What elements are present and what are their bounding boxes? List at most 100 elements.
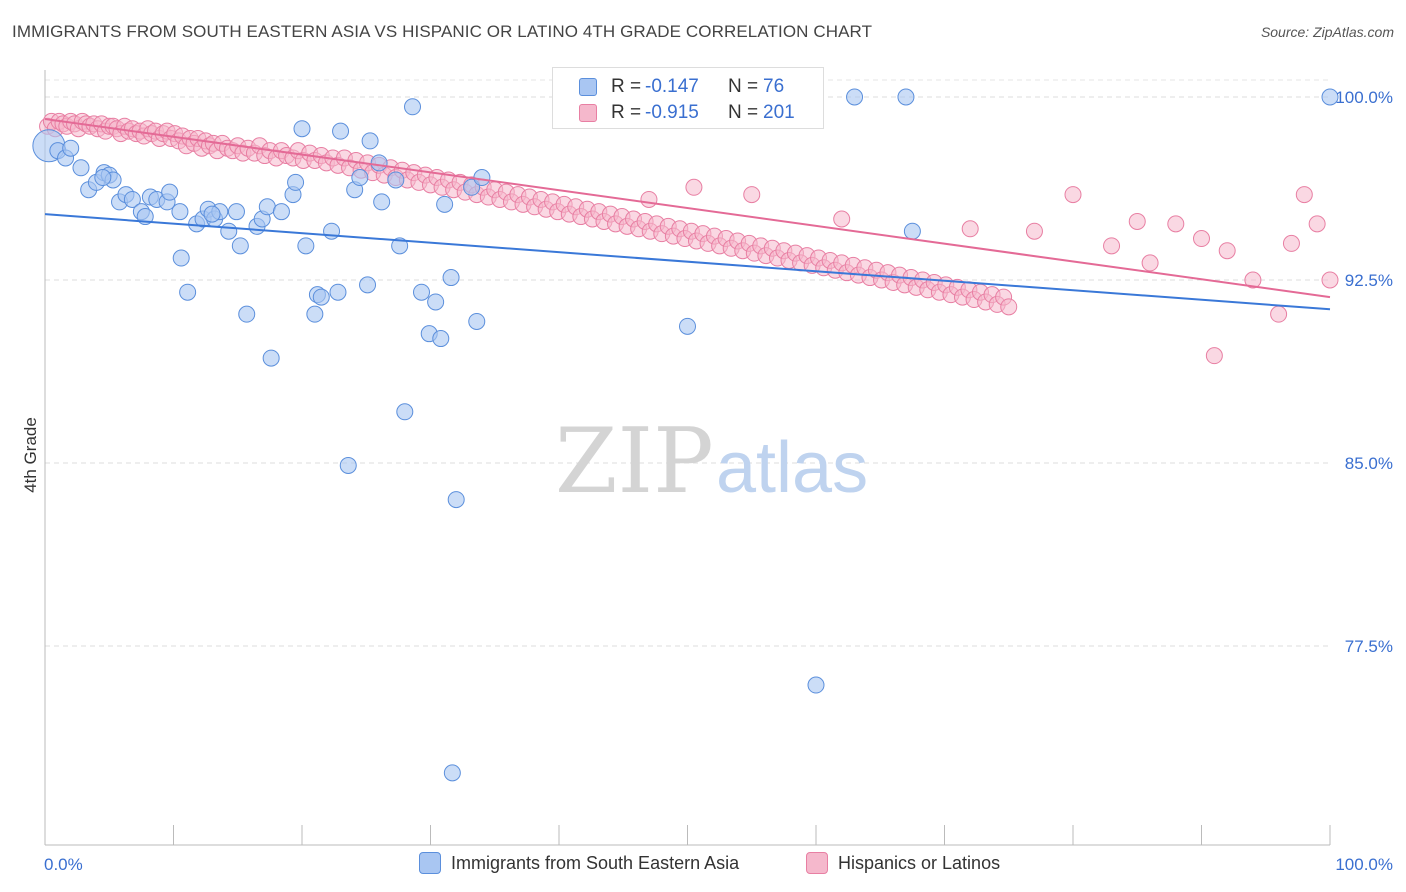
data-point-sea xyxy=(238,305,256,323)
data-point-sea xyxy=(332,122,350,140)
n-label: N = xyxy=(728,76,759,97)
data-point-sea xyxy=(846,88,864,106)
data-point-hispanic xyxy=(1000,298,1018,316)
data-point-sea xyxy=(391,237,409,255)
data-point-hispanic xyxy=(1205,347,1223,365)
data-point-hispanic xyxy=(640,190,658,208)
trend-line-hispanic xyxy=(44,117,1331,299)
legend-label-hispanic: Hispanics or Latinos xyxy=(838,852,1001,873)
data-point-sea xyxy=(323,222,341,240)
data-point-sea xyxy=(442,269,460,287)
y-tick-label: 77.5% xyxy=(1345,637,1393,656)
data-point-sea xyxy=(123,190,141,208)
data-point-hispanic xyxy=(1308,215,1326,233)
data-point-sea xyxy=(413,283,431,301)
data-point-hispanic xyxy=(1128,212,1146,230)
data-point-sea xyxy=(171,203,189,221)
r-value: -0.147 xyxy=(645,76,699,97)
data-point-sea xyxy=(361,132,379,150)
data-point-sea xyxy=(72,159,90,177)
data-point-sea xyxy=(468,312,486,330)
y-tick-label: 85.0% xyxy=(1345,454,1393,473)
legend-swatch-hispanic xyxy=(806,852,828,874)
data-point-hispanic xyxy=(1321,271,1339,289)
data-point-sea xyxy=(432,330,450,348)
data-point-sea xyxy=(220,222,238,240)
data-point-hispanic xyxy=(1025,222,1043,240)
y-tick-label: 92.5% xyxy=(1345,271,1393,290)
tick-labels: 77.5% 85.0% 92.5% 100.0% 0.0% 100.0% xyxy=(44,88,1393,874)
data-point-sea xyxy=(473,169,491,187)
data-point-sea xyxy=(903,222,921,240)
data-point-sea xyxy=(203,205,221,223)
data-point-hispanic xyxy=(833,210,851,228)
trend-lines xyxy=(44,117,1331,311)
data-point-sea xyxy=(1321,88,1339,106)
data-point-hispanic xyxy=(1103,237,1121,255)
trend-line-sea xyxy=(44,213,1331,311)
r-label: R = xyxy=(611,76,642,97)
sea-swatch xyxy=(579,78,597,96)
data-point-sea xyxy=(339,456,357,474)
data-point-sea xyxy=(227,203,245,221)
data-point-hispanic xyxy=(1282,234,1300,252)
data-point-hispanic xyxy=(1167,215,1185,233)
data-point-sea xyxy=(258,198,276,216)
data-point-sea xyxy=(312,288,330,306)
data-point-sea xyxy=(306,305,324,323)
data-point-sea xyxy=(679,317,696,335)
data-point-sea xyxy=(359,276,377,294)
data-point-hispanic xyxy=(961,220,979,238)
hispanic-swatch xyxy=(579,104,597,122)
data-point-hispanic xyxy=(1244,271,1262,289)
watermark-atlas: atlas xyxy=(716,428,868,508)
bottom-legend: Immigrants from South Eastern Asia Hispa… xyxy=(0,850,1406,878)
data-point-sea xyxy=(387,171,405,189)
n-value: 76 xyxy=(763,76,785,97)
watermark: ZIP atlas xyxy=(555,409,868,514)
stats-row-sea: R = -0.147 N = 76 xyxy=(553,74,825,100)
legend-item-hispanic[interactable]: Hispanics or Latinos xyxy=(806,852,1000,874)
y-axis-label: 4th Grade xyxy=(21,417,40,493)
data-point-sea xyxy=(172,249,190,267)
data-point-sea xyxy=(373,193,391,211)
data-point-sea xyxy=(161,183,179,201)
data-point-sea xyxy=(293,120,311,138)
data-point-sea xyxy=(427,293,445,311)
watermark-zip: ZIP xyxy=(555,409,714,514)
data-point-hispanic xyxy=(1141,254,1159,272)
data-point-sea xyxy=(807,676,825,694)
data-point-sea xyxy=(329,283,347,301)
n-label: N = xyxy=(728,102,759,123)
legend-swatch-sea xyxy=(419,852,441,874)
data-point-sea xyxy=(463,178,481,196)
data-point-sea xyxy=(436,195,454,213)
data-point-hispanic xyxy=(1295,186,1313,204)
data-point-sea xyxy=(404,98,422,116)
data-point-hispanic xyxy=(1064,186,1082,204)
data-point-hispanic xyxy=(1218,242,1236,260)
data-point-sea xyxy=(179,283,197,301)
data-point-sea xyxy=(396,403,414,421)
data-point-hispanic xyxy=(1193,230,1210,248)
data-point-sea xyxy=(351,169,369,187)
grid-lines xyxy=(45,79,1330,647)
data-point-sea xyxy=(94,169,112,187)
legend-item-sea[interactable]: Immigrants from South Eastern Asia xyxy=(419,852,739,874)
stats-legend: R = -0.147 N = 76 R = -0.915 N = 201 xyxy=(552,67,824,129)
r-label: R = xyxy=(611,102,642,123)
data-point-sea xyxy=(297,237,315,255)
axes xyxy=(44,70,1331,846)
data-point-sea xyxy=(447,491,465,509)
data-point-sea xyxy=(272,203,290,221)
data-point-sea xyxy=(62,139,80,157)
data-point-sea xyxy=(287,173,305,191)
x-tick-label: 100.0% xyxy=(1335,855,1393,874)
legend-label-sea: Immigrants from South Eastern Asia xyxy=(451,852,740,873)
data-point-hispanic xyxy=(743,186,761,204)
data-point-sea xyxy=(370,154,388,172)
data-point-sea xyxy=(897,88,915,106)
r-value: -0.915 xyxy=(645,102,699,123)
chart-title: IMMIGRANTS FROM SOUTH EASTERN ASIA VS HI… xyxy=(12,22,873,41)
